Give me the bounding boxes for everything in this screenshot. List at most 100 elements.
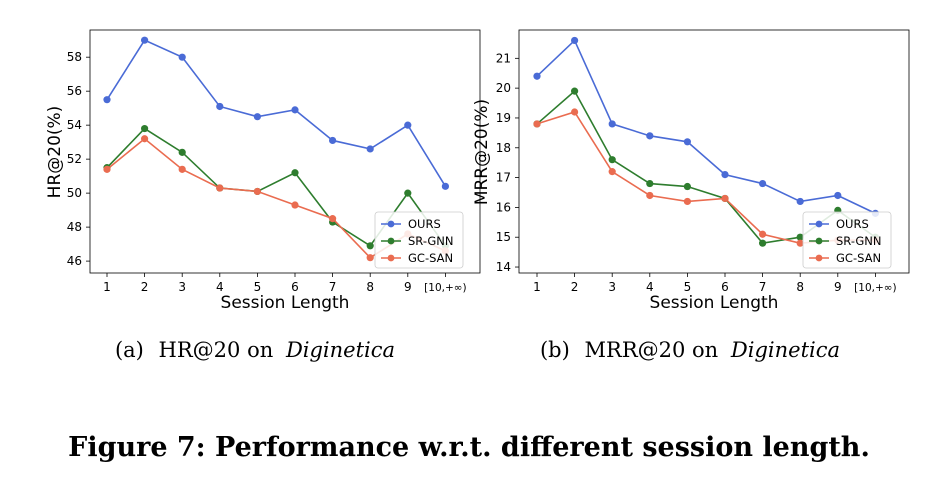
chart-mrr20-point-ours [834, 191, 842, 200]
chart-hr20-point-gc-san [291, 201, 299, 209]
caption-a-text: HR@20 on [159, 338, 274, 362]
chart-hr20-y-ticks: 46 48 50 52 54 56 58 [67, 50, 90, 268]
chart-mrr20-legend-label: OURS [836, 217, 869, 231]
caption-b-text: MRR@20 on [585, 338, 719, 362]
chart-mrr20-ytick-label: 17 [496, 171, 511, 185]
chart-hr20-point-gc-san [178, 165, 186, 173]
chart-mrr20-point-sr-gnn [683, 182, 692, 191]
chart-mrr20-ytick-label: 14 [496, 260, 511, 274]
chart-mrr20-y-ticks: 14 15 16 17 18 19 20 21 [496, 51, 519, 274]
chart-hr20-point-ours [291, 106, 299, 114]
chart-hr20-xtick-label: 1 [103, 280, 111, 294]
chart-mrr20-xtick-label: 5 [684, 280, 692, 294]
chart-mrr20-point-gc-san [796, 239, 804, 247]
chart-mrr20-point-sr-gnn [646, 179, 654, 188]
chart-hr20-point-gc-san [329, 215, 337, 223]
chart-hr20-legend-marker [387, 220, 395, 228]
chart-hr20-point-gc-san [253, 187, 261, 196]
chart-hr20-ytick-label: 50 [67, 186, 82, 200]
chart-hr20-legend: OURS SR-GNN GC-SAN [374, 211, 464, 269]
chart-hr20-point-gc-san [366, 254, 374, 262]
chart-mrr20-xtick-label: 3 [608, 280, 616, 294]
chart-mrr20-ytick-label: 18 [496, 141, 511, 155]
chart-hr20-legend-box [374, 211, 464, 269]
chart-hr20-legend-label: SR-GNN [408, 234, 454, 248]
chart-hr20-xtick-label: 8 [366, 280, 374, 294]
chart-mrr20-point-gc-san [759, 230, 767, 238]
chart-hr20-xtick-label: 6 [291, 280, 299, 294]
chart-mrr20-x-axis-title: Session Length [650, 293, 779, 313]
caption-b-prefix: (b) [540, 338, 570, 362]
chart-hr20-plot-frame [89, 29, 481, 274]
chart-hr20-point-ours [366, 145, 374, 153]
chart-hr20-point-ours [216, 102, 224, 111]
caption-a-prefix: (a) [115, 338, 144, 362]
chart-mrr20-ytick-label: 20 [496, 81, 511, 95]
chart-mrr20-point-gc-san [608, 168, 616, 176]
chart-hr20-legend-marker [387, 254, 395, 262]
chart-mrr20-point-sr-gnn [571, 87, 579, 95]
chart-hr20-point-sr-gnn [178, 148, 186, 156]
chart-mrr20-x-ticks: 1 2 3 4 5 6 7 8 9 [10,+∞) [533, 273, 897, 294]
chart-hr20-x-ticks: 1 2 3 4 5 6 7 8 9 [10,+∞) [103, 273, 467, 294]
chart-hr20-legend-marker [387, 237, 395, 245]
chart-hr20-point-ours [404, 121, 412, 129]
chart-hr20-point-sr-gnn [366, 242, 374, 250]
chart-hr20-point-ours [141, 36, 149, 44]
chart-mrr20-xtick-label: 4 [646, 280, 654, 294]
chart-mrr20-point-ours [646, 132, 654, 140]
chart-hr20-point-ours [103, 96, 111, 104]
chart-hr20-point-ours [441, 182, 449, 190]
chart-hr20-x-axis-title: Session Length [221, 293, 350, 313]
chart-mrr20-point-gc-san [646, 191, 654, 200]
chart-hr20-point-sr-gnn [404, 189, 412, 197]
figure-caption: Figure 7: Performance w.r.t. different s… [68, 432, 870, 463]
chart-mrr20-point-ours [608, 120, 616, 128]
chart-mrr20-point-ours [721, 171, 729, 179]
chart-hr20-xtick-label: 4 [216, 280, 224, 294]
chart-mrr20-point-ours [571, 36, 579, 45]
chart-mrr20-point-sr-gnn [796, 233, 804, 241]
chart-hr20-ytick-label: 58 [67, 50, 82, 64]
chart-mrr20-point-gc-san [683, 197, 692, 206]
chart-hr20-ytick-label: 54 [67, 118, 82, 132]
chart-hr20-xtick-label: 7 [329, 280, 337, 294]
chart-mrr20-xtick-label: 7 [759, 280, 767, 294]
chart-hr20-y-axis-title: HR@20(%) [45, 106, 65, 199]
chart-hr20-xtick-label: [10,+∞) [424, 282, 466, 294]
chart-hr20-point-gc-san [216, 184, 224, 192]
chart-mrr20-line-ours [536, 39, 876, 215]
chart-mrr20-point-sr-gnn [608, 156, 616, 164]
chart-mrr20-ytick-label: 21 [496, 51, 511, 65]
chart-mrr20-point-gc-san [533, 120, 541, 128]
chart-hr20-point-ours [329, 136, 337, 145]
chart-mrr20-legend-box [802, 211, 892, 269]
chart-mrr20-point-ours [796, 197, 804, 206]
chart-hr20-point-ours [178, 53, 186, 61]
chart-mrr20-xtick-label: 8 [796, 280, 804, 294]
chart-hr20-ytick-label: 46 [67, 254, 82, 268]
chart-hr20-point-ours [253, 113, 261, 121]
caption-a-dataset: Diginetica [285, 338, 395, 362]
caption-a: (a) HR@20 on Diginetica [115, 338, 395, 362]
chart-mrr20-y-axis-title: MRR@20(%) [472, 99, 492, 205]
chart-hr20-legend-label: GC-SAN [408, 251, 453, 265]
chart-mrr20-legend-label: GC-SAN [836, 251, 881, 265]
chart-mrr20-xtick-label: 9 [834, 280, 842, 294]
chart-mrr20-xtick-label: [10,+∞) [854, 282, 896, 294]
chart-mrr20-ytick-label: 15 [496, 230, 511, 244]
chart-hr20-ytick-label: 48 [67, 220, 82, 234]
chart-hr20-ytick-label: 52 [67, 152, 82, 166]
chart-mrr20-legend-marker [815, 237, 823, 245]
chart-hr20-xtick-label: 9 [404, 280, 412, 294]
chart-mrr20-ytick-label: 16 [496, 200, 511, 214]
chart-mrr20-xtick-label: 1 [533, 280, 541, 294]
chart-hr20-xtick-label: 2 [141, 280, 149, 294]
chart-hr20-point-gc-san [141, 135, 149, 143]
chart-mrr20-point-ours [683, 138, 692, 146]
chart-mrr20-xtick-label: 6 [721, 280, 729, 294]
chart-mrr20-legend-label: SR-GNN [836, 234, 882, 248]
chart-mrr20-point-ours [533, 72, 541, 80]
